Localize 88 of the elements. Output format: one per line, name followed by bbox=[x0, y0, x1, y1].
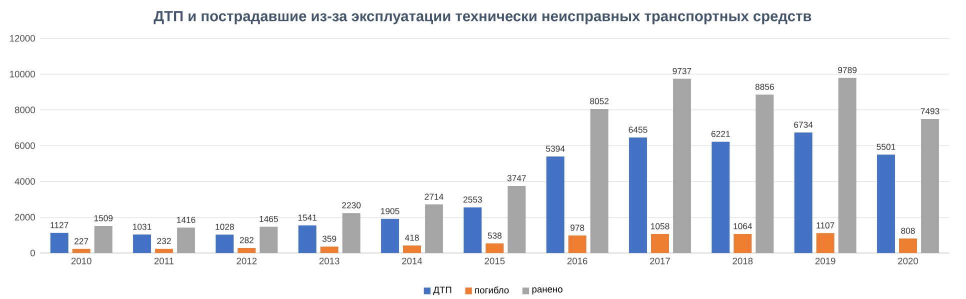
y-tick-label: 0 bbox=[30, 250, 35, 256]
x-tick-label: 2020 bbox=[898, 258, 918, 264]
data-label: 1107 bbox=[816, 222, 834, 228]
y-tick-label: 2000 bbox=[15, 214, 35, 221]
chart-title: ДТП и пострадавшие из-за эксплуатации технически неисправных транспортных средств bbox=[154, 11, 812, 24]
x-tick-label: 2015 bbox=[484, 258, 505, 264]
bar bbox=[590, 108, 608, 253]
data-label: 359 bbox=[322, 236, 336, 242]
bar bbox=[756, 94, 774, 253]
bar bbox=[133, 234, 152, 253]
data-label: 1058 bbox=[651, 223, 670, 230]
y-tick-label: 6000 bbox=[15, 142, 35, 149]
bar bbox=[508, 186, 526, 253]
data-label: 1541 bbox=[298, 214, 317, 221]
bar bbox=[816, 233, 834, 253]
bar bbox=[794, 132, 812, 253]
bar bbox=[381, 218, 400, 253]
data-label: 9789 bbox=[838, 67, 857, 74]
data-label: 8052 bbox=[590, 98, 609, 104]
data-label: 1416 bbox=[177, 216, 196, 223]
bar bbox=[838, 78, 856, 253]
data-label: 9737 bbox=[672, 68, 692, 74]
bar bbox=[216, 234, 234, 253]
y-tick-label: 12000 bbox=[10, 35, 35, 42]
bar bbox=[94, 226, 112, 253]
data-label: 538 bbox=[488, 232, 502, 239]
bar bbox=[876, 154, 895, 253]
x-tick-label: 2017 bbox=[650, 258, 670, 264]
x-tick-label: 2010 bbox=[71, 258, 92, 264]
x-tick-label: 2012 bbox=[236, 258, 257, 264]
data-label: 5394 bbox=[546, 146, 565, 152]
bar bbox=[673, 78, 691, 253]
bar bbox=[546, 156, 564, 253]
data-label: 1028 bbox=[216, 224, 234, 230]
data-label: 6455 bbox=[628, 126, 648, 133]
bar bbox=[320, 246, 338, 253]
bar bbox=[568, 235, 586, 253]
bar bbox=[425, 204, 444, 253]
bar bbox=[50, 232, 68, 253]
data-label: 8856 bbox=[755, 84, 774, 90]
data-label: 2230 bbox=[342, 202, 361, 208]
bar bbox=[177, 228, 196, 253]
data-label: 808 bbox=[901, 228, 915, 234]
y-tick-label: 4000 bbox=[14, 178, 35, 185]
x-tick-label: 2014 bbox=[402, 258, 422, 264]
data-label: 1905 bbox=[381, 208, 400, 214]
data-label: 1031 bbox=[133, 224, 152, 230]
legend-label: ДТП bbox=[433, 286, 452, 295]
bar bbox=[629, 138, 647, 253]
data-label: 6734 bbox=[794, 122, 813, 128]
bar bbox=[238, 248, 256, 253]
data-label: 1127 bbox=[50, 222, 68, 228]
data-label: 3747 bbox=[507, 175, 526, 182]
bar bbox=[486, 243, 504, 253]
data-label: 1064 bbox=[734, 223, 752, 230]
bar bbox=[260, 226, 278, 253]
data-label: 2553 bbox=[463, 196, 482, 203]
bar bbox=[72, 248, 90, 253]
data-label: 418 bbox=[404, 234, 419, 241]
x-tick-label: 2011 bbox=[154, 258, 174, 264]
legend-label: погибло bbox=[475, 286, 509, 294]
bar bbox=[920, 118, 939, 253]
bar bbox=[403, 246, 422, 253]
bar bbox=[342, 213, 360, 253]
data-label: 1509 bbox=[94, 215, 113, 222]
legend-label: ранено bbox=[532, 287, 562, 294]
bar bbox=[898, 238, 917, 253]
bar bbox=[651, 234, 670, 253]
y-tick-label: 8000 bbox=[14, 106, 35, 114]
x-tick-label: 2019 bbox=[815, 258, 836, 264]
data-label: 1465 bbox=[260, 216, 278, 222]
data-label: 7493 bbox=[920, 108, 940, 114]
bar bbox=[155, 248, 174, 253]
y-tick-label: 10000 bbox=[10, 70, 35, 78]
data-label: 5501 bbox=[876, 144, 896, 150]
x-tick-label: 2018 bbox=[732, 258, 753, 264]
x-tick-label: 2013 bbox=[319, 258, 340, 264]
bar bbox=[298, 225, 316, 253]
x-tick-label: 2016 bbox=[567, 258, 588, 264]
data-label: 2714 bbox=[424, 194, 444, 200]
data-label: 978 bbox=[570, 224, 584, 231]
bar bbox=[712, 142, 730, 253]
data-label: 232 bbox=[157, 238, 171, 244]
bar bbox=[734, 234, 752, 253]
data-label: 227 bbox=[74, 238, 88, 244]
data-label: 6221 bbox=[711, 130, 730, 137]
data-label: 282 bbox=[240, 237, 254, 244]
bar bbox=[464, 207, 482, 253]
